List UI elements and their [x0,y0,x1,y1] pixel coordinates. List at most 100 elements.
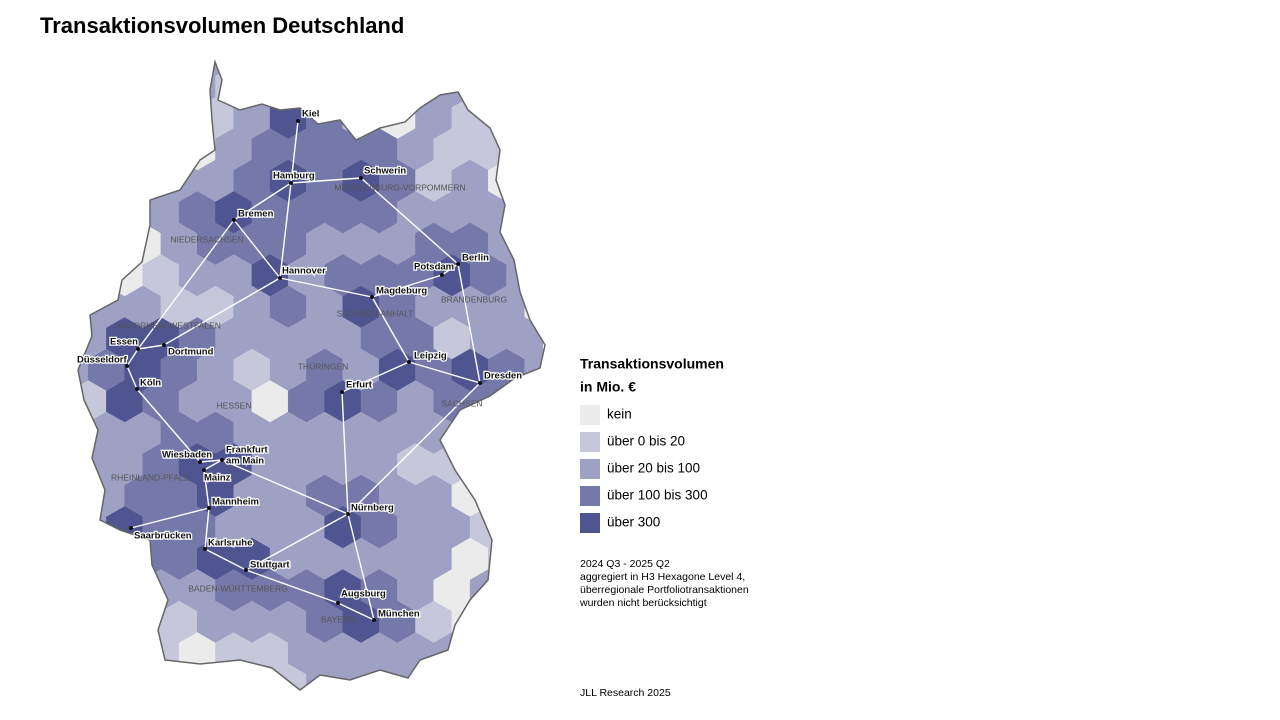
note: überregionale Portfoliotransaktionen [580,584,749,596]
city-dot [125,364,129,368]
city-label: Wiesbaden [162,450,212,461]
hexagon [506,569,544,612]
legend-swatch [580,486,600,506]
hexagon [87,663,125,690]
legend-label: über 0 bis 20 [607,434,685,449]
city-label: Dresden [484,371,522,382]
city-dot [135,387,139,391]
road [279,182,292,279]
hexagon [524,411,545,455]
hexagon [451,663,489,690]
road [347,513,375,621]
hexagon [197,663,234,690]
hexagon [197,62,234,77]
hexagon [488,600,525,644]
city-label: Kiel [302,109,319,120]
legend-swatch [580,432,600,452]
road [203,469,210,509]
hexagon [488,663,525,690]
hexagon [78,569,107,612]
road [203,459,223,471]
city-dot [346,512,350,516]
road [233,219,281,279]
hexagon [78,222,89,266]
hexagon [251,65,289,108]
city-dot [207,506,211,510]
hexagon [78,474,89,518]
city-label: Berlin [462,253,489,264]
hexagon [306,62,344,77]
hexagon [506,443,544,486]
road [136,388,201,463]
hexagon [124,663,162,690]
legend: Transaktionsvolumen in Mio. € kein über 0 b… [579,356,749,699]
hexagon [506,632,544,675]
city-dot [203,547,207,551]
city-dot [129,526,133,530]
hexagon [78,285,89,329]
road [233,182,292,221]
city-label: Saarbrücken [134,531,192,542]
road [137,219,235,350]
hexagon [287,65,325,108]
note: 2024 Q3 - 2025 Q2 [580,558,670,570]
city-dot [232,218,236,222]
hexagon [360,65,398,108]
roads [126,120,481,621]
title: Transaktionsvolumen Deutschland [40,13,404,38]
hexagon [160,96,198,140]
legend-title: in Mio. € [580,379,636,395]
road [245,513,349,571]
road [199,459,223,463]
road [371,296,410,363]
city-dot [440,273,444,277]
hexagon [233,663,271,690]
hexagon [124,159,162,203]
city-dot [456,262,460,266]
hexagon [106,569,143,612]
city-dot [198,460,202,464]
legend-label: über 300 [607,515,660,530]
state-label: HESSEN [217,400,252,410]
hexagon [87,222,125,266]
hexagon [378,62,416,77]
hexagon [506,380,544,423]
state-label: THÜRINGEN [298,361,349,371]
hexagon [506,65,544,108]
hexagon [506,191,544,234]
city-label: Potsdam [414,262,454,273]
city-dot [340,390,344,394]
hexagon [78,191,107,234]
state-label: NIEDERSACHSEN [170,234,243,244]
hexagon [87,600,125,644]
state-label: BAYERN [321,614,355,624]
city-label: Frankfurt [226,445,269,456]
city-label: Mannheim [212,497,259,508]
labels: NIEDERSACHSEN MECKLENBURG-VORPOMMERN NORDR… [76,107,524,624]
road [290,177,362,184]
city-dot [478,381,482,385]
hexagon [78,254,107,297]
note: aggregiert in H3 Hexagone Level 4, [580,571,745,583]
road [441,263,459,276]
city-dot [162,343,166,347]
hexagon [524,474,545,518]
hexagon [415,663,453,690]
hexagon [87,62,125,77]
city-dot [220,458,224,462]
city-label: Bremen [238,209,274,220]
state-label: NORDRHEIN-WESTFALEN [115,320,221,330]
road [204,507,210,550]
road [341,361,410,393]
city-dot [296,119,300,123]
legend-label: kein [607,407,632,422]
hexagon [78,128,107,171]
hexagon [78,62,89,77]
city-dot [372,618,376,622]
hexagon [469,65,507,108]
city-label: Köln [140,378,161,389]
hexagon [78,663,89,690]
legend-swatch [580,513,600,533]
city-label: Dortmund [168,347,214,358]
hexagon [87,159,125,203]
